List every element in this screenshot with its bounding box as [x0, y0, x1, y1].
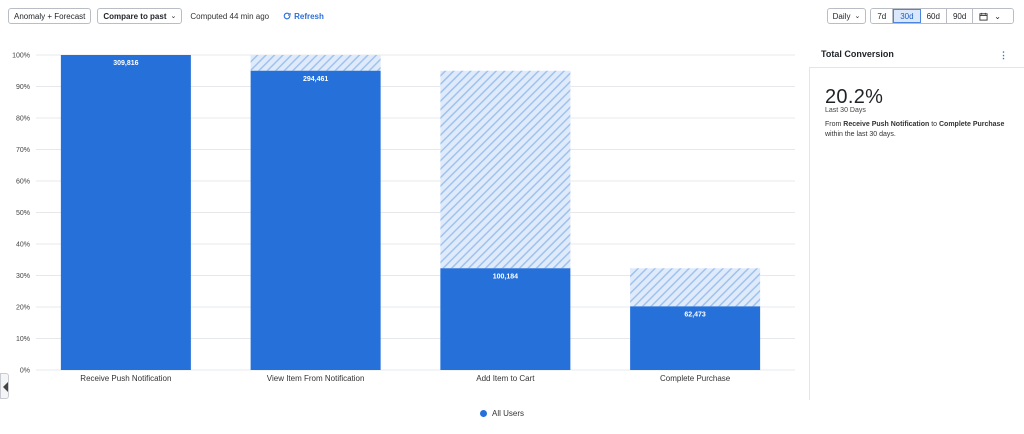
toolbar: Anomaly + Forecast Compare to past ⌄ Com… [8, 8, 324, 24]
dropoff-bar [440, 70, 571, 269]
to-step: Complete Purchase [938, 121, 1005, 128]
conversion-bar [630, 306, 761, 370]
dropoff-bar [250, 55, 381, 71]
y-tick-label: 60% [16, 179, 30, 186]
range-option-60d[interactable]: 60d [920, 9, 947, 23]
refresh-label: Refresh [294, 11, 324, 21]
y-tick-label: 80% [16, 116, 30, 123]
interval-dropdown[interactable]: Daily ⌄ [826, 8, 867, 24]
conversion-bar [440, 268, 571, 370]
legend-label: All Users [492, 409, 525, 418]
y-tick-label: 0% [20, 368, 30, 375]
conversion-value: 20.2% [825, 86, 884, 108]
y-tick-label: 30% [16, 273, 30, 280]
y-tick-label: 70% [16, 147, 30, 154]
data-label: 62,473 [684, 311, 706, 318]
y-tick-label: 100% [12, 53, 30, 60]
chevron-left-icon [3, 382, 8, 392]
conversion-description: From Receive Push Notification to Comple… [825, 120, 1015, 140]
dropoff-bar [630, 268, 761, 307]
desc-prefix: From [825, 121, 844, 128]
x-axis: Receive Push Notification View Item From … [80, 374, 731, 383]
anomaly-forecast-label: Anomaly + Forecast [14, 11, 86, 21]
y-tick-label: 90% [16, 84, 30, 91]
date-picker-button[interactable]: ⌄ [973, 9, 1013, 23]
chevron-down-icon: ⌄ [988, 11, 1007, 21]
y-tick-label: 20% [16, 305, 30, 312]
compare-to-past-dropdown[interactable]: Compare to past ⌄ [97, 8, 183, 24]
interval-label: Daily [832, 11, 851, 21]
panel-divider [809, 38, 810, 400]
compare-to-past-label: Compare to past [103, 11, 167, 21]
legend[interactable]: All Users [480, 409, 524, 418]
x-tick-label: View Item From Notification [267, 374, 365, 383]
legend-swatch [480, 410, 487, 417]
computed-status: Computed 44 min ago [190, 11, 270, 21]
bars: 309,816 294,461 100,184 62,473 [60, 55, 761, 370]
conversion-bar [250, 70, 381, 370]
refresh-button[interactable]: Refresh [283, 12, 324, 21]
desc-suffix: within the last 30 days. [825, 131, 896, 138]
y-tick-label: 40% [16, 242, 30, 249]
conversion-bar [60, 55, 191, 370]
anomaly-forecast-button[interactable]: Anomaly + Forecast [8, 8, 92, 24]
range-option-7d[interactable]: 7d [871, 9, 894, 23]
data-label: 309,816 [113, 60, 138, 67]
range-controls: Daily ⌄ 7d 30d 60d 90d ⌄ [826, 8, 1014, 24]
funnel-chart: 0% 10% 20% 30% 40% 50% 60% 70% 80% 90% 100% 309,81… [12, 53, 795, 383]
range-segmented-control: 7d 30d 60d 90d ⌄ [870, 8, 1014, 24]
refresh-icon [283, 12, 291, 20]
chevron-down-icon: ⌄ [854, 13, 861, 20]
x-tick-label: Complete Purchase [660, 374, 731, 383]
more-options-icon[interactable]: ⋮ [999, 50, 1008, 60]
y-tick-label: 10% [16, 336, 30, 343]
conversion-panel-header: Total Conversion ⋮ [809, 38, 1024, 68]
chevron-down-icon: ⌄ [170, 13, 177, 20]
data-label: 100,184 [493, 273, 518, 280]
desc-mid: to [929, 121, 939, 128]
calendar-icon [979, 12, 988, 21]
x-tick-label: Receive Push Notification [80, 374, 171, 383]
collapse-panel-button[interactable] [0, 373, 9, 399]
conversion-period: Last 30 Days [825, 107, 866, 114]
y-axis: 0% 10% 20% 30% 40% 50% 60% 70% 80% 90% 100% [12, 53, 30, 375]
range-option-90d[interactable]: 90d [946, 9, 974, 23]
x-tick-label: Add Item to Cart [476, 374, 535, 383]
range-option-30d[interactable]: 30d [893, 9, 921, 23]
panel-title: Total Conversion [821, 49, 894, 59]
from-step: Receive Push Notification [843, 121, 930, 128]
data-label: 294,461 [303, 76, 328, 83]
y-tick-label: 50% [16, 210, 30, 217]
